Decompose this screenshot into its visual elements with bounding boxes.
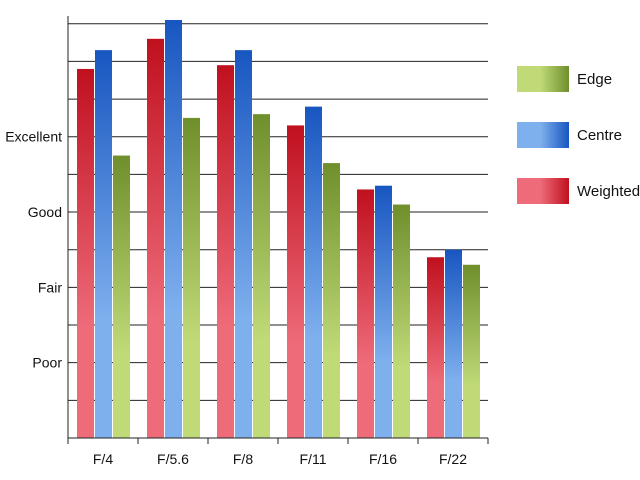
bar-centre-f4 (95, 50, 112, 438)
bar-edge-f22 (463, 264, 480, 438)
bar-centre-f56 (165, 20, 182, 438)
bar-weighted-f16 (357, 189, 374, 438)
x-tick-labels: F/4 F/5.6 F/8 F/11 F/16 F/22 (93, 451, 467, 467)
legend-label-centre: Centre (577, 127, 622, 144)
bar-edge-f56 (183, 117, 200, 438)
y-tick-labels: Poor Fair Good Excellent (5, 129, 62, 371)
bar-edge-f16 (393, 204, 410, 438)
bar-edge-f11 (323, 163, 340, 438)
bars (77, 20, 480, 439)
bar-weighted-f56 (147, 38, 164, 438)
y-tick-label-excellent: Excellent (5, 129, 62, 145)
x-tick-label: F/16 (369, 451, 397, 467)
bar-centre-f11 (305, 106, 322, 438)
legend-label-weighted: Weighted (577, 183, 640, 200)
legend: Edge Centre Weighted (517, 66, 640, 204)
x-tick-label: F/5.6 (157, 451, 189, 467)
bar-weighted-f11 (287, 125, 304, 439)
axes (67, 16, 489, 444)
bar-centre-f22 (445, 249, 462, 438)
bar-centre-f8 (235, 50, 252, 438)
legend-swatch-centre (517, 122, 569, 148)
legend-label-edge: Edge (577, 71, 612, 88)
x-tick-label: F/8 (233, 451, 253, 467)
bar-edge-f8 (253, 114, 270, 439)
legend-swatch-weighted (517, 178, 569, 204)
legend-swatch-edge (517, 66, 569, 92)
x-tick-label: F/4 (93, 451, 113, 467)
x-tick-label: F/22 (439, 451, 467, 467)
y-tick-label-fair: Fair (38, 279, 62, 295)
x-tick-label: F/11 (300, 451, 327, 467)
bar-weighted-f22 (427, 257, 444, 438)
bar-weighted-f4 (77, 68, 94, 438)
y-tick-label-good: Good (28, 204, 62, 220)
bar-weighted-f8 (217, 65, 234, 439)
bar-centre-f16 (375, 185, 392, 438)
bar-edge-f4 (113, 155, 130, 438)
y-tick-label-poor: Poor (32, 355, 62, 371)
gridlines (68, 23, 488, 401)
